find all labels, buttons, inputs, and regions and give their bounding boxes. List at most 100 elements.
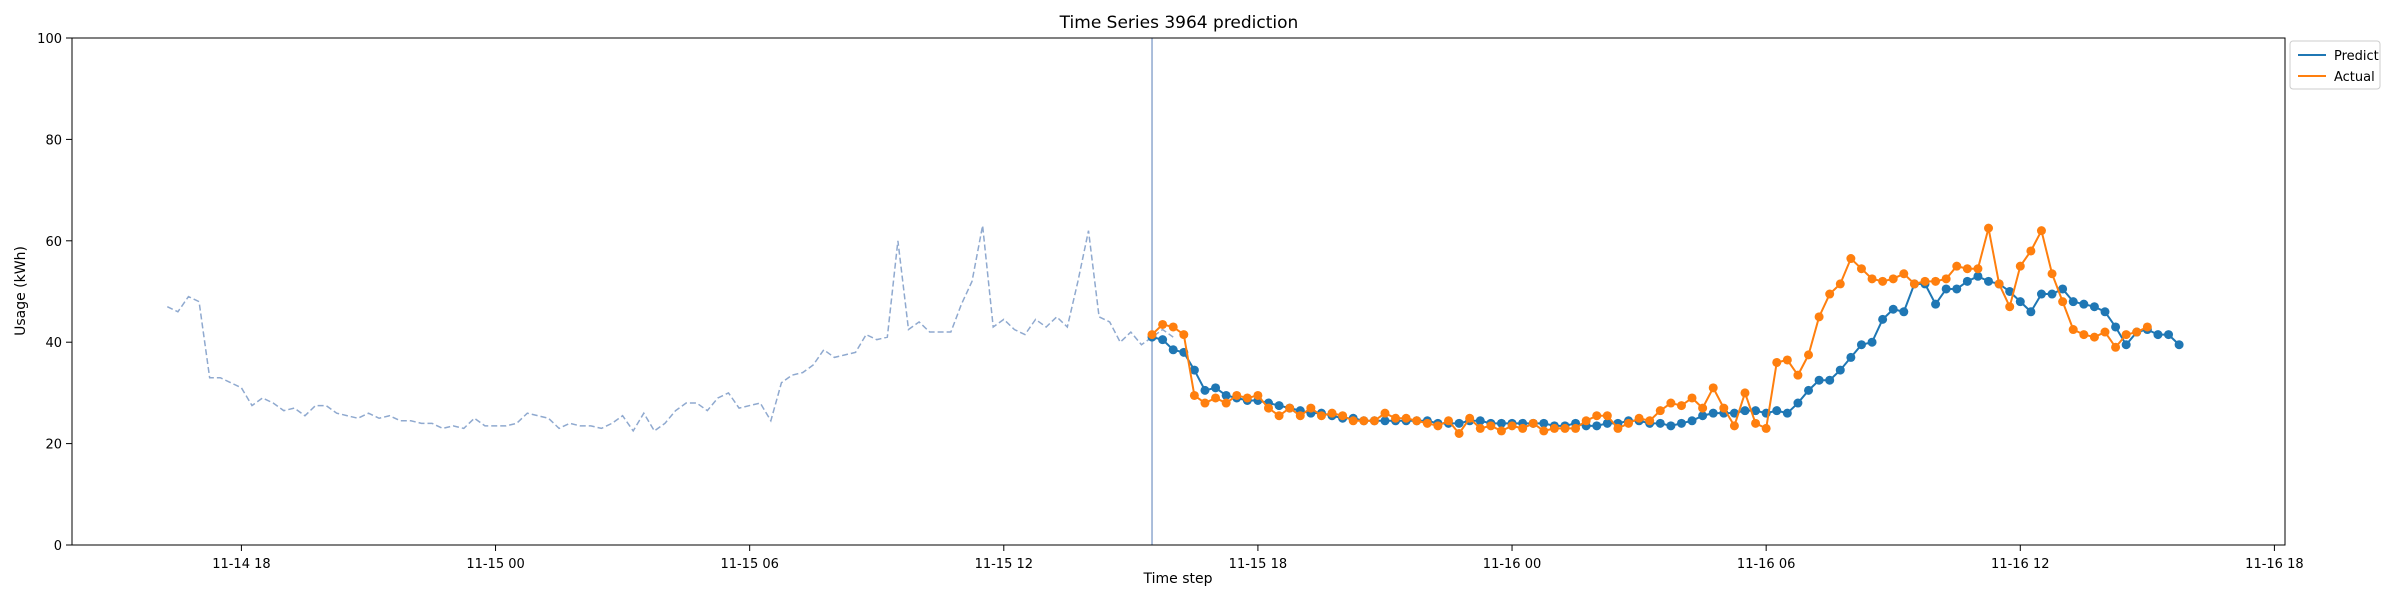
- actual-point: Actual 11-16 14:30: 41.5: [2121, 330, 2131, 340]
- actual-point: Actual 11-16 07:00: 37.5: [1804, 350, 1814, 360]
- actual-point: Actual 11-16 04:30: 27: [1698, 403, 1708, 413]
- predict-point: Predict 11-16 08:15: 39.5: [1856, 340, 1866, 350]
- x-tick-label: 11-15 12: [975, 557, 1033, 572]
- predict-point: Predict 11-15 16:00: 38.5: [1168, 345, 1178, 355]
- predict-point: Predict 11-16 02:00: 23.5: [1592, 421, 1602, 431]
- actual-point: Actual 11-16 06:15: 36: [1772, 357, 1782, 367]
- x-tick-label: 11-14 18: [212, 557, 270, 572]
- actual-point: Actual 11-15 23:00: 25: [1465, 413, 1475, 423]
- actual-point: Actual 11-16 07:15: 45: [1814, 312, 1824, 322]
- predict-point: Predict 11-16 05:30: 26.5: [1740, 406, 1750, 416]
- actual-point: Actual 11-16 03:00: 25: [1634, 413, 1644, 423]
- actual-point: Actual 11-15 16:45: 28: [1200, 398, 1210, 408]
- predict-point: Predict 11-16 13:15: 48: [2068, 297, 2078, 307]
- x-tick-label: 11-15 06: [720, 557, 778, 572]
- actual-point: Actual 11-16 13:45: 41: [2089, 332, 2099, 342]
- actual-point: Actual 11-16 12:30: 62: [2036, 226, 2046, 236]
- actual-point: Actual 11-15 22:15: 23.5: [1433, 421, 1443, 431]
- actual-point: Actual 11-15 16:15: 41.5: [1179, 330, 1189, 340]
- actual-point: Actual 11-15 18:00: 29.5: [1253, 390, 1263, 400]
- predict-point: Predict 11-16 10:30: 50.5: [1952, 284, 1962, 294]
- actual-point: Actual 11-15 23:45: 22.5: [1496, 426, 1506, 436]
- predict-point: Predict 11-16 03:45: 23.5: [1666, 421, 1676, 431]
- predict-point: Predict 11-15 23:15: 24.5: [1475, 416, 1485, 426]
- predict-point: Predict 11-16 04:45: 26: [1708, 408, 1718, 418]
- predict-point: Predict 11-16 12:15: 46: [2026, 307, 2036, 317]
- history-series-line: [166, 225, 1174, 433]
- actual-point: Actual 11-16 08:15: 54.5: [1856, 264, 1866, 274]
- actual-point: Actual 11-16 05:30: 30: [1740, 388, 1750, 398]
- predict-point: Predict 11-16 10:00: 47.5: [1931, 299, 1941, 309]
- actual-point: Actual 11-16 14:15: 39: [2111, 342, 2121, 352]
- actual-point: Actual 11-15 19:45: 26: [1327, 408, 1337, 418]
- predict-point: Predict 11-16 11:15: 52: [1984, 276, 1994, 286]
- actual-point: Actual 11-16 09:45: 52: [1920, 276, 1930, 286]
- plot-area: Predict 11-15 15:30: 41Predict 11-15 15:…: [166, 38, 2184, 545]
- predict-point: Predict 11-16 15:30: 41.5: [2164, 330, 2174, 340]
- actual-point: Actual 11-15 18:45: 27: [1285, 403, 1295, 413]
- actual-point: Actual 11-16 10:00: 52: [1931, 276, 1941, 286]
- predict-point: Predict 11-16 07:15: 32.5: [1814, 375, 1824, 385]
- actual-point: Actual 11-15 16:30: 29.5: [1189, 390, 1199, 400]
- predict-point: Predict 11-16 12:00: 48: [2015, 297, 2025, 307]
- legend: Predict Actual: [2289, 40, 2381, 90]
- x-tick-label: 11-16 06: [1737, 557, 1795, 572]
- actual-point: Actual 11-15 21:45: 24.5: [1412, 416, 1422, 426]
- actual-point: Actual 11-15 17:15: 28: [1221, 398, 1231, 408]
- actual-point: Actual 11-16 08:00: 56.5: [1846, 254, 1856, 264]
- actual-point: Actual 11-16 01:00: 23: [1549, 423, 1559, 433]
- actual-point: Actual 11-16 15:00: 43: [2142, 322, 2152, 332]
- predict-point: Predict 11-16 09:15: 46: [1899, 307, 1909, 317]
- actual-point: Actual 11-16 02:45: 24: [1624, 418, 1634, 428]
- actual-point: Actual 11-16 00:30: 24: [1528, 418, 1538, 428]
- predict-point: Predict 11-15 23:45: 24: [1496, 418, 1506, 428]
- actual-point: Actual 11-16 00:45: 22.5: [1539, 426, 1549, 436]
- y-axis: 0 20 40 60 80 100: [37, 32, 72, 554]
- actual-point: Actual 11-15 19:00: 25.5: [1295, 411, 1305, 421]
- actual-point: Actual 11-15 18:15: 27: [1264, 403, 1273, 413]
- predict-point: Predict 11-15 15:45: 40.5: [1158, 335, 1168, 345]
- predict-point: Predict 11-15 16:30: 34.5: [1189, 365, 1199, 375]
- actual-point: Actual 11-16 01:45: 24.5: [1581, 416, 1591, 426]
- legend-predict-label: Predict: [2334, 49, 2379, 64]
- actual-point: Actual 11-15 15:45: 43.5: [1158, 319, 1168, 329]
- actual-point: Actual 11-16 09:15: 53.5: [1899, 269, 1909, 279]
- actual-point: Actual 11-15 19:30: 25.5: [1316, 411, 1326, 421]
- actual-point: Actual 11-16 00:15: 23: [1518, 423, 1528, 433]
- predict-point: Predict 11-16 12:45: 49.5: [2047, 289, 2057, 299]
- predict-point: Predict 11-16 12:30: 49.5: [2036, 289, 2046, 299]
- predict-point: Predict 11-15 16:45: 30.5: [1200, 385, 1210, 395]
- x-tick-label: 11-16 00: [1483, 557, 1541, 572]
- actual-series-line: [1151, 227, 2148, 436]
- predict-point: Predict 11-16 08:45: 44.5: [1878, 314, 1888, 324]
- predict-point: Predict 11-15 21:00: 24.5: [1380, 416, 1390, 426]
- predict-point: Predict 11-16 07:45: 34.5: [1835, 365, 1845, 375]
- y-tick-label: 60: [45, 235, 62, 250]
- actual-point: Actual 11-16 03:45: 28: [1666, 398, 1676, 408]
- predict-point: Predict 11-16 14:30: 39.5: [2121, 340, 2131, 350]
- actual-point: Actual 11-16 04:15: 29: [1687, 393, 1697, 403]
- actual-point: Actual 11-15 22:00: 24: [1422, 418, 1432, 428]
- actual-point: Actual 11-16 12:15: 58: [2026, 246, 2036, 256]
- predict-point: Predict 11-16 06:45: 28: [1793, 398, 1803, 408]
- predict-point: Predict 11-16 15:15: 41.5: [2153, 330, 2163, 340]
- predict-point: Predict 11-16 02:15: 24: [1602, 418, 1612, 428]
- predict-point: Predict 11-16 10:45: 52: [1962, 276, 1972, 286]
- actual-point: Actual 11-16 02:30: 23: [1613, 423, 1623, 433]
- predict-point: Predict 11-16 10:15: 50.5: [1941, 284, 1951, 294]
- actual-point: Actual 11-15 23:30: 23.5: [1486, 421, 1496, 431]
- predict-point: Predict 11-16 04:00: 24: [1676, 418, 1686, 428]
- legend-actual-label: Actual: [2334, 70, 2375, 85]
- predict-point: Predict 11-15 22:45: 24: [1454, 418, 1464, 428]
- predict-point: Predict 11-16 05:45: 26.5: [1751, 406, 1761, 416]
- actual-point: Actual 11-16 08:30: 52.5: [1867, 274, 1877, 284]
- actual-point: Actual 11-16 05:15: 23.5: [1729, 421, 1739, 431]
- predict-point: Predict 11-16 14:00: 46: [2100, 307, 2110, 317]
- y-tick-label: 20: [45, 438, 62, 453]
- actual-point: Actual 11-15 17:00: 29: [1211, 393, 1221, 403]
- actual-point: Actual 11-16 03:30: 26.5: [1655, 406, 1665, 416]
- predict-point: Predict 11-15 17:15: 29.5: [1221, 390, 1231, 400]
- actual-point: Actual 11-16 01:30: 23: [1571, 423, 1581, 433]
- actual-point: Actual 11-16 13:30: 41.5: [2079, 330, 2089, 340]
